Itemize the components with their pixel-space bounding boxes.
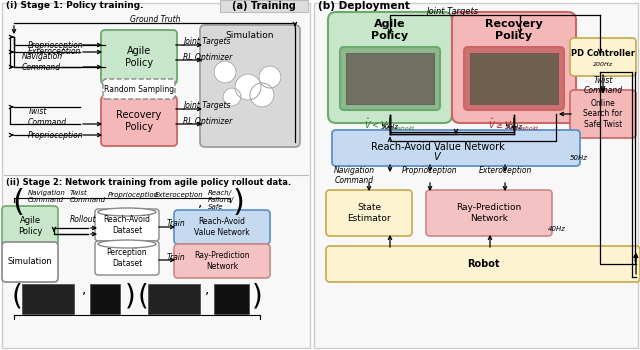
- FancyBboxPatch shape: [328, 12, 452, 123]
- Text: 50Hz: 50Hz: [381, 124, 399, 130]
- Text: 200Hz: 200Hz: [593, 63, 613, 68]
- FancyBboxPatch shape: [101, 30, 177, 84]
- Text: Random Sampling: Random Sampling: [104, 84, 174, 93]
- Text: Agile
Policy: Agile Policy: [125, 46, 153, 68]
- Bar: [220, 0, 308, 12]
- Text: (b) Deployment: (b) Deployment: [318, 1, 410, 11]
- Bar: [90, 284, 120, 314]
- Text: Simulation: Simulation: [8, 258, 52, 266]
- Text: Exteroception: Exteroception: [28, 48, 81, 56]
- FancyBboxPatch shape: [174, 210, 270, 244]
- Text: State
Estimator: State Estimator: [347, 203, 391, 223]
- Text: (ii) Stage 2: Network training from agile policy rollout data.: (ii) Stage 2: Network training from agil…: [6, 178, 291, 187]
- Text: Proprioception: Proprioception: [28, 131, 84, 140]
- Text: Recovery
Policy: Recovery Policy: [116, 110, 162, 132]
- Text: ,: ,: [205, 282, 209, 296]
- FancyBboxPatch shape: [200, 25, 300, 147]
- Text: $\hat{V} \geq V_{threshold}$: $\hat{V} \geq V_{threshold}$: [488, 117, 540, 133]
- Text: Navigation
Command: Navigation Command: [22, 52, 63, 72]
- Text: ): ): [125, 282, 136, 310]
- Text: (i) Stage 1: Policy training.: (i) Stage 1: Policy training.: [6, 1, 143, 10]
- Text: ): ): [252, 282, 263, 310]
- Bar: [2, 3, 310, 348]
- Text: Ray-Prediction
Network: Ray-Prediction Network: [456, 203, 522, 223]
- Text: 50Hz: 50Hz: [570, 155, 588, 161]
- FancyBboxPatch shape: [2, 206, 58, 246]
- FancyBboxPatch shape: [426, 190, 552, 236]
- Text: 40Hz: 40Hz: [548, 226, 566, 232]
- Circle shape: [214, 61, 236, 83]
- Text: Proprioception: Proprioception: [402, 166, 458, 175]
- Text: Joint Targets: Joint Targets: [183, 102, 230, 111]
- Text: ,: ,: [82, 282, 86, 296]
- Bar: [214, 284, 249, 314]
- Ellipse shape: [98, 208, 156, 216]
- Text: Navigation
Command: Navigation Command: [333, 166, 374, 186]
- Text: $\hat{V} < V_{threshold}$: $\hat{V} < V_{threshold}$: [364, 117, 416, 133]
- Text: Navigation
Command: Navigation Command: [28, 190, 66, 203]
- Text: PD Controller: PD Controller: [571, 49, 635, 58]
- FancyBboxPatch shape: [570, 90, 636, 138]
- Text: RL Optimizer: RL Optimizer: [183, 52, 232, 62]
- Bar: [148, 284, 200, 314]
- Text: ,: ,: [198, 195, 202, 209]
- Bar: [470, 53, 558, 104]
- Circle shape: [235, 74, 261, 100]
- Text: Ray-Prediction
Network: Ray-Prediction Network: [195, 251, 250, 271]
- Text: Reach-Avoid
Dataset: Reach-Avoid Dataset: [104, 215, 150, 235]
- FancyBboxPatch shape: [2, 242, 58, 282]
- Text: Agile
Policy: Agile Policy: [371, 19, 408, 41]
- FancyBboxPatch shape: [103, 79, 175, 99]
- FancyBboxPatch shape: [570, 38, 636, 76]
- Text: Twist
Command: Twist Command: [28, 107, 67, 127]
- FancyBboxPatch shape: [326, 246, 640, 282]
- Text: $\hat{V}$: $\hat{V}$: [433, 147, 443, 163]
- Text: RL Optimizer: RL Optimizer: [183, 117, 232, 126]
- FancyBboxPatch shape: [95, 241, 159, 275]
- Text: Train: Train: [167, 219, 186, 229]
- Text: (a) Training: (a) Training: [232, 1, 296, 11]
- FancyBboxPatch shape: [340, 47, 440, 110]
- Text: ): ): [233, 188, 245, 217]
- Text: (: (: [138, 282, 148, 310]
- Circle shape: [250, 83, 274, 107]
- Ellipse shape: [98, 240, 156, 248]
- Text: Recovery
Policy: Recovery Policy: [485, 19, 543, 41]
- Text: (: (: [12, 188, 24, 217]
- Text: Twist
Command: Twist Command: [584, 76, 623, 96]
- Text: Exteroception: Exteroception: [478, 166, 532, 175]
- FancyBboxPatch shape: [95, 209, 159, 241]
- Circle shape: [223, 88, 241, 106]
- FancyBboxPatch shape: [326, 190, 412, 236]
- Text: Reach-Avoid
Value Network: Reach-Avoid Value Network: [194, 217, 250, 237]
- Text: Joint Targets: Joint Targets: [426, 7, 478, 16]
- Text: (: (: [12, 282, 23, 310]
- FancyBboxPatch shape: [101, 96, 177, 146]
- Text: Reach/
Failure/
Safe: Reach/ Failure/ Safe: [208, 190, 234, 210]
- FancyBboxPatch shape: [174, 244, 270, 278]
- Text: Perception
Dataset: Perception Dataset: [107, 248, 147, 268]
- Text: Online
Search for
Safe Twist: Online Search for Safe Twist: [584, 99, 623, 129]
- Text: Exteroception: Exteroception: [155, 192, 204, 198]
- Text: Ground Truth: Ground Truth: [130, 15, 180, 24]
- Text: Agile
Policy: Agile Policy: [18, 216, 42, 236]
- Text: Proprioception: Proprioception: [28, 41, 84, 49]
- Bar: [22, 284, 74, 314]
- Text: Train: Train: [167, 253, 186, 262]
- Text: Robot: Robot: [467, 259, 499, 269]
- FancyBboxPatch shape: [332, 130, 580, 166]
- Text: Reach-Avoid Value Network: Reach-Avoid Value Network: [371, 142, 505, 152]
- Text: Rollout: Rollout: [70, 215, 97, 224]
- Text: 50Hz: 50Hz: [505, 124, 523, 130]
- Text: Twist
Command: Twist Command: [70, 190, 106, 203]
- Circle shape: [259, 66, 281, 88]
- Bar: [346, 53, 434, 104]
- Text: Joint Targets: Joint Targets: [183, 37, 230, 47]
- Text: Simulation: Simulation: [226, 30, 275, 40]
- FancyBboxPatch shape: [464, 47, 564, 110]
- FancyBboxPatch shape: [452, 12, 576, 123]
- Bar: [314, 3, 638, 348]
- Text: Proprioception: Proprioception: [108, 192, 159, 198]
